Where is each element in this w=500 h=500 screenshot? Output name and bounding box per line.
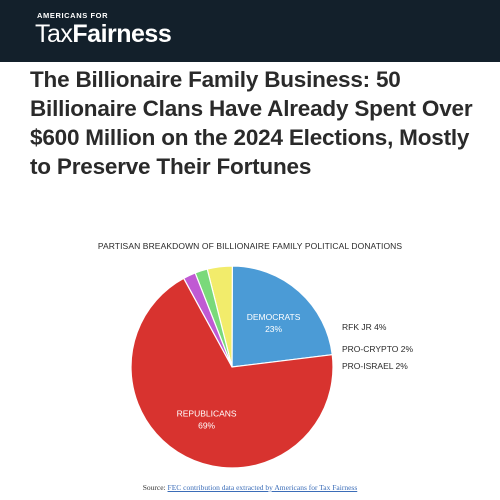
page-title: The Billionaire Family Business: 50 Bill… bbox=[30, 67, 473, 179]
slice-value-democrats: 23% bbox=[265, 324, 282, 334]
pie-slice-republicans bbox=[130, 277, 334, 469]
chart-title: PARTISAN BREAKDOWN OF BILLIONAIRE FAMILY… bbox=[97, 241, 403, 251]
logo[interactable]: TaxFairness bbox=[35, 19, 172, 49]
slice-label-republicans: REPUBLICANS bbox=[177, 408, 237, 418]
slice-label-pro-crypto: PRO-CRYPTO 2% bbox=[342, 344, 413, 354]
logo-tax-text: Tax bbox=[35, 20, 73, 48]
source-prefix: Source: bbox=[142, 483, 166, 492]
source-note: Source: FEC contribution data extracted … bbox=[0, 483, 500, 492]
slice-label-rfk-jr: RFK JR 4% bbox=[342, 322, 387, 332]
source-link[interactable]: FEC contribution data extracted by Ameri… bbox=[167, 483, 358, 492]
pie-slice-democrats bbox=[231, 265, 333, 368]
site-header: AMERICANS FOR TaxFairness bbox=[0, 0, 500, 62]
slice-label-democrats: DEMOCRATS bbox=[247, 312, 301, 322]
logo-top-text: AMERICANS FOR bbox=[37, 11, 109, 20]
slice-value-republicans: 69% bbox=[198, 420, 215, 430]
logo-fairness-text: Fairness bbox=[72, 20, 172, 48]
slice-label-pro-israel: PRO-ISRAEL 2% bbox=[342, 361, 408, 371]
